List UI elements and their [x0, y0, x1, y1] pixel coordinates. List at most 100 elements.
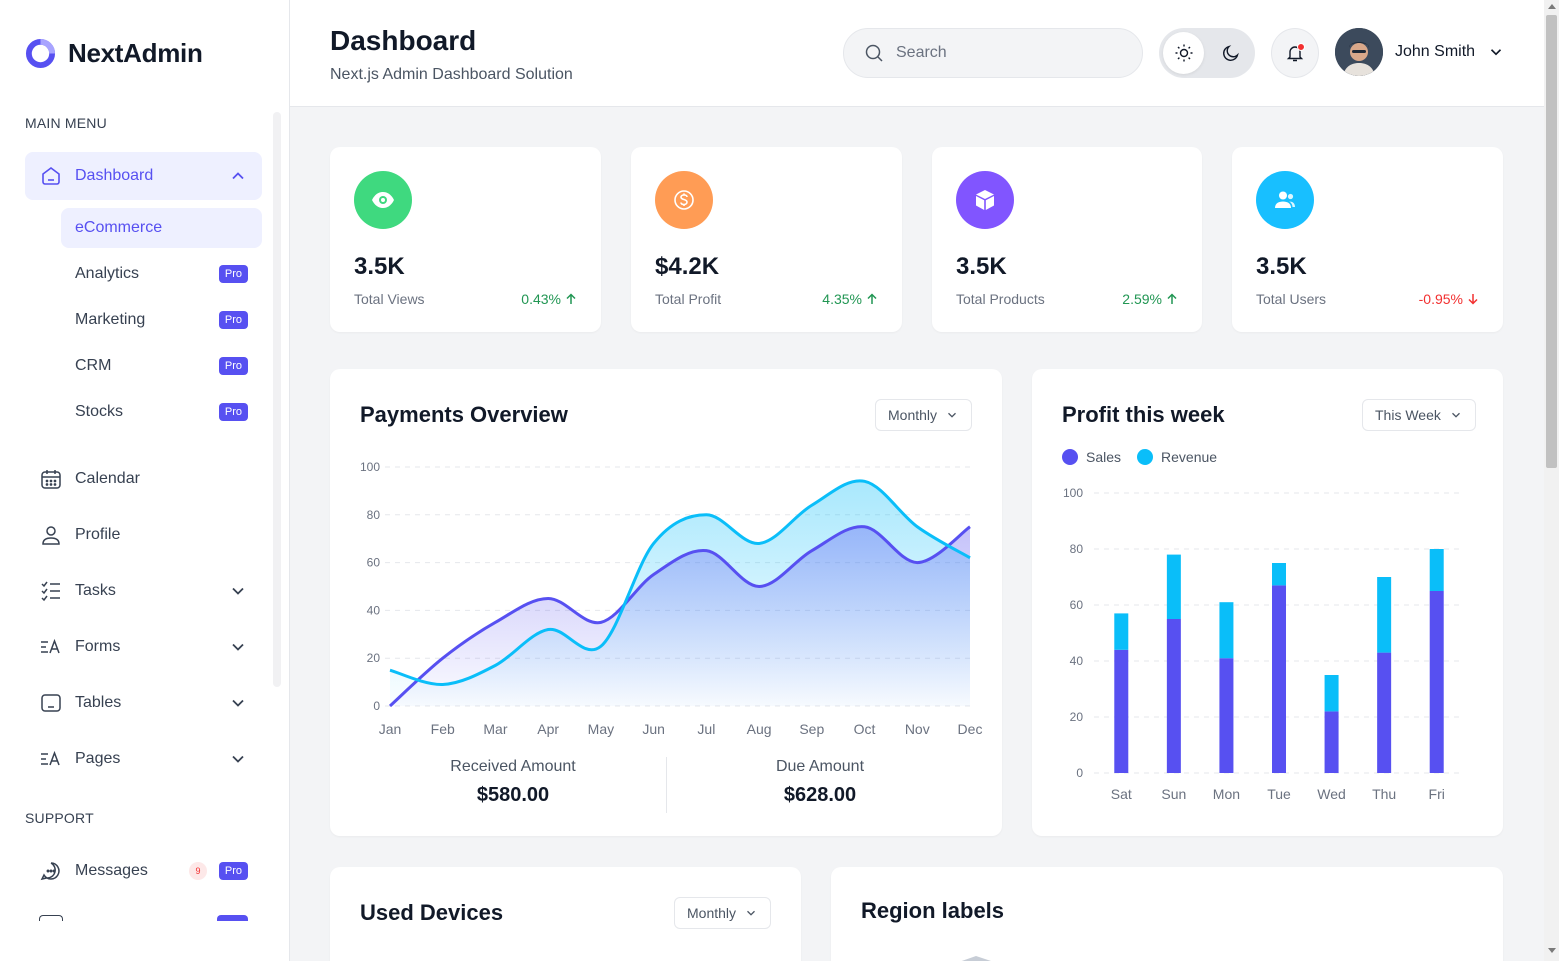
received-amount-value: $580.00: [476, 784, 550, 806]
pro-badge: Pro: [218, 862, 248, 880]
pro-badge-partial: [217, 915, 248, 921]
y-tick-label: 100: [1063, 486, 1083, 500]
x-tick-label: Sep: [799, 721, 824, 737]
sidebar-subitem-crm[interactable]: CRM Pro: [61, 346, 262, 386]
scroll-up-arrow[interactable]: [1548, 4, 1556, 9]
sidebar-item-messages[interactable]: Messages 9 Pro: [25, 847, 262, 895]
profit-bar-chart: 0 20 40 60 80 100 Sat Sun Mon Tue Wed Thu Fri: [1063, 486, 1462, 802]
bar-revenue-mon: [1219, 602, 1234, 659]
sidebar-scrollbar[interactable]: [273, 112, 281, 687]
chevron-up-icon: [232, 172, 244, 180]
dollar-icon: [674, 190, 694, 210]
message-count-badge: 9: [189, 862, 207, 880]
period-dropdown[interactable]: Monthly: [674, 897, 772, 929]
x-tick-label: Nov: [905, 721, 930, 737]
moon-icon: [1222, 45, 1239, 61]
eye-icon: [372, 192, 394, 208]
dark-mode-button[interactable]: [1210, 32, 1251, 74]
card-title: Payments Overview: [360, 402, 568, 427]
x-tick-label: Thu: [1372, 786, 1396, 802]
sidebar-item-profile[interactable]: Profile: [25, 511, 262, 559]
legend-label: Sales: [1086, 449, 1122, 465]
light-mode-button[interactable]: [1163, 32, 1204, 74]
legend-label: Revenue: [1161, 449, 1218, 465]
period-dropdown[interactable]: Monthly: [875, 399, 973, 431]
received-amount: Received Amount $580.00: [360, 758, 666, 807]
chevron-down-icon: [1490, 49, 1502, 56]
sidebar-item-label: Forms: [75, 638, 121, 655]
profit-week-card: Profit this week This Week Sales Revenue…: [1032, 369, 1503, 836]
area-fill-received-amount: [390, 526, 970, 706]
legend-item-revenue[interactable]: Revenue: [1137, 449, 1217, 465]
period-dropdown[interactable]: This Week: [1362, 399, 1476, 431]
bar-revenue-tue: [1272, 563, 1286, 586]
search-box[interactable]: [843, 28, 1143, 78]
page-scrollbar[interactable]: [1544, 0, 1559, 961]
sidebar-item-tables[interactable]: Tables: [25, 679, 262, 727]
sidebar-subitem-label: Marketing: [75, 311, 146, 328]
chevron-down-icon: [232, 587, 244, 595]
bar-sales-fri: [1429, 591, 1444, 773]
stat-card-users: 3.5K Total Users -0.95%: [1232, 147, 1503, 332]
sidebar-subitem-ecommerce[interactable]: eCommerce: [61, 208, 262, 248]
stat-card-products: 3.5K Total Products 2.59%: [932, 147, 1202, 332]
stat-change: -0.95%: [1419, 291, 1479, 307]
x-tick-label: Mar: [483, 721, 507, 737]
x-tick-label: Jan: [379, 721, 402, 737]
sidebar-item-label: Tables: [75, 694, 122, 711]
bar-revenue-sun: [1166, 554, 1181, 619]
sidebar-item-label: Calendar: [75, 470, 140, 487]
region-labels-card: Region labels: [831, 867, 1503, 961]
scroll-down-arrow[interactable]: [1548, 948, 1556, 953]
notifications-button[interactable]: [1271, 28, 1319, 78]
legend-item-sales[interactable]: Sales: [1062, 449, 1121, 465]
chart-legend: Sales Revenue: [1062, 449, 1217, 465]
sidebar-item-forms[interactable]: Forms: [25, 623, 262, 671]
x-tick-label: Dec: [958, 721, 983, 737]
stat-value: $4.2K: [655, 253, 720, 280]
y-tick-label: 80: [1070, 542, 1084, 556]
x-tick-label: Feb: [431, 721, 455, 737]
chevron-down-icon: [948, 412, 956, 418]
sidebar-subitem-stocks[interactable]: Stocks Pro: [61, 392, 262, 432]
sidebar-item-tasks[interactable]: Tasks: [25, 567, 262, 615]
legend-dot: [1137, 449, 1154, 465]
arrow-up-icon: [566, 293, 576, 304]
scrollbar-thumb[interactable]: [1546, 15, 1557, 468]
stat-change-value: 2.59%: [1122, 291, 1162, 307]
users-icon: [1275, 191, 1295, 208]
y-tick-label: 40: [367, 603, 381, 617]
sidebar-item-label: Tasks: [75, 582, 116, 599]
brand-logo[interactable]: NextAdmin: [25, 38, 203, 69]
x-tick-label: Sat: [1111, 786, 1132, 802]
home-icon: [39, 164, 63, 188]
stat-card-profit: $4.2K Total Profit 4.35%: [631, 147, 902, 332]
support-title: SUPPORT: [25, 810, 94, 826]
stat-icon-bg: [1256, 171, 1314, 229]
arrow-up-icon: [1167, 293, 1177, 304]
dropdown-value: Monthly: [687, 905, 737, 921]
pages-icon: [39, 747, 63, 771]
y-tick-label: 40: [1070, 654, 1084, 668]
sidebar-item-dashboard[interactable]: Dashboard: [25, 152, 262, 200]
series-line-received-amount: [388, 525, 971, 708]
page-title: Dashboard: [330, 25, 477, 56]
top-header: Dashboard Next.js Admin Dashboard Soluti…: [290, 0, 1544, 107]
user-menu[interactable]: John Smith: [1335, 28, 1505, 76]
search-input[interactable]: [896, 44, 1116, 62]
card-title: Region labels: [861, 898, 1005, 923]
stat-label: Total Profit: [655, 291, 722, 307]
sidebar-subitem-marketing[interactable]: Marketing Pro: [61, 300, 262, 340]
pro-badge: Pro: [218, 265, 248, 283]
stat-value: 3.5K: [1256, 253, 1307, 280]
main-menu-title: MAIN MENU: [25, 115, 107, 131]
sidebar-subitem-analytics[interactable]: Analytics Pro: [61, 254, 262, 294]
chevron-down-icon: [747, 910, 755, 916]
sidebar-item-pages[interactable]: Pages: [25, 735, 262, 783]
sidebar-subitem-label: CRM: [75, 357, 112, 374]
theme-toggle[interactable]: [1159, 28, 1255, 78]
sidebar-item-calendar[interactable]: Calendar: [25, 455, 262, 503]
sidebar-item-label: Pages: [75, 750, 121, 767]
due-amount: Due Amount $628.00: [667, 758, 973, 807]
sidebar-subitem-label: Analytics: [75, 265, 140, 282]
